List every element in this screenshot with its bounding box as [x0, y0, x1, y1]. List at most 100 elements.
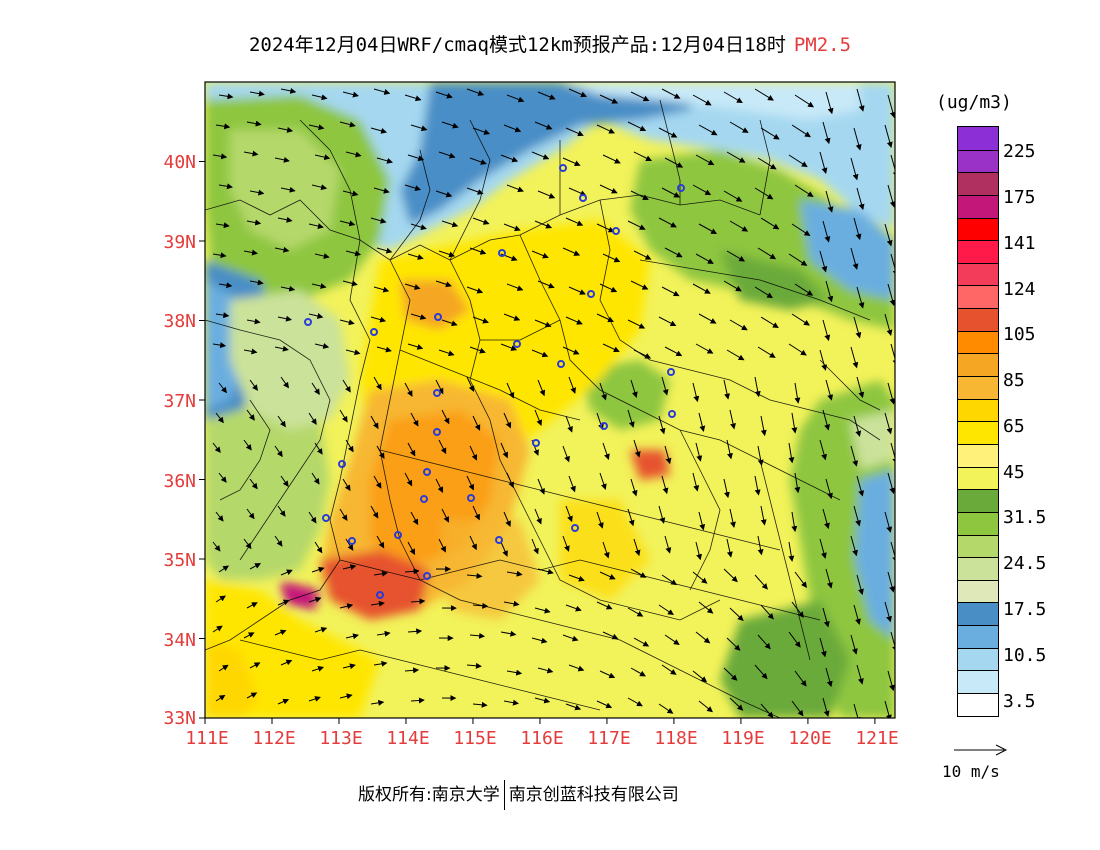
colorbar-label: 141	[1003, 233, 1036, 254]
wind-arrow	[243, 348, 258, 355]
lon-label: 115E	[453, 728, 497, 749]
wind-arrow	[887, 184, 895, 208]
wind-arrow	[562, 634, 579, 642]
wind-arrow	[856, 88, 865, 112]
wind-arrow	[698, 223, 718, 234]
colorbar-swatch	[958, 194, 998, 218]
wind-arrow	[376, 157, 393, 164]
city-marker	[600, 422, 608, 430]
wind-arrow	[404, 472, 413, 487]
wind-arrow	[757, 346, 776, 358]
wind-arrow	[856, 286, 865, 309]
wind-arrow	[729, 220, 749, 232]
wind-arrow	[311, 566, 325, 573]
wind-arrow	[277, 126, 294, 133]
wind-arrow	[729, 697, 744, 711]
wind-arrow	[345, 633, 359, 640]
wind-arrow	[695, 541, 703, 561]
wind-arrow	[212, 153, 228, 160]
wind-arrow	[692, 670, 708, 683]
wind-arrow	[342, 478, 351, 492]
wind-arrow	[788, 442, 795, 464]
wind-arrow	[819, 637, 827, 658]
city-marker	[571, 524, 579, 532]
wind-vectors	[212, 87, 895, 718]
wind-arrow	[633, 151, 652, 161]
wind-arrow	[376, 535, 385, 549]
wind-arrow	[308, 596, 322, 603]
wind-arrow	[658, 127, 678, 138]
wind-arrow	[218, 93, 234, 100]
wind-arrow	[884, 223, 893, 247]
wind-arrow	[345, 250, 362, 257]
wind-arrow	[698, 511, 706, 531]
wind-arrow	[726, 637, 741, 651]
lat-label: 35N	[163, 550, 196, 571]
colorbar-swatch	[958, 262, 998, 286]
lat-label: 34N	[163, 630, 196, 651]
wind-arrow	[565, 703, 582, 711]
wind-arrow	[466, 88, 485, 96]
wind-arrow	[243, 439, 252, 451]
wind-arrow	[537, 478, 545, 495]
wind-arrow	[822, 121, 831, 145]
colorbar-swatch	[958, 330, 998, 354]
wind-arrow	[658, 604, 674, 616]
colorbar-label: 45	[1003, 462, 1025, 483]
wind-arrow	[825, 91, 834, 115]
wind-arrow	[695, 154, 715, 166]
wind-arrow	[531, 637, 548, 644]
wind-arrow	[534, 319, 552, 328]
wind-arrow	[215, 222, 230, 229]
wind-arrow	[819, 538, 827, 559]
wind-arrow	[472, 127, 491, 135]
wind-arrow	[506, 382, 515, 399]
wind-arrow	[819, 250, 828, 273]
wind-arrow	[466, 572, 483, 579]
wind-arrow	[342, 91, 359, 98]
wind-arrow	[794, 670, 807, 687]
colorbar-label: 175	[1003, 187, 1036, 208]
city-marker	[495, 536, 503, 544]
wind-arrow	[884, 124, 893, 148]
colorbar-swatch	[958, 285, 998, 309]
wind-arrow	[760, 316, 779, 329]
city-marker	[420, 495, 428, 503]
wind-arrow	[339, 508, 348, 522]
wind-arrow	[726, 250, 746, 262]
wind-arrow	[568, 574, 585, 582]
wind-arrow	[215, 694, 226, 702]
city-markers	[304, 164, 685, 599]
wind-arrow	[370, 217, 387, 224]
wind-arrow	[658, 316, 677, 327]
wind-arrow	[404, 667, 420, 674]
wind-arrow	[373, 376, 382, 391]
colorbar-label: 3.5	[1003, 691, 1036, 712]
wind-arrow	[819, 349, 828, 371]
wind-arrow	[469, 157, 487, 165]
wind-arrow	[506, 669, 523, 676]
wind-arrow	[274, 246, 290, 253]
wind-arrow	[407, 628, 423, 635]
wind-arrow	[212, 252, 227, 259]
wind-arrow	[627, 508, 635, 527]
wind-arrow	[506, 94, 525, 103]
wind-arrow	[311, 666, 325, 672]
wind-arrow	[853, 703, 861, 718]
city-marker	[348, 537, 356, 545]
wind-arrow	[692, 472, 700, 492]
wind-arrow	[698, 124, 718, 136]
city-marker	[423, 572, 431, 580]
wind-arrow	[884, 511, 893, 533]
wind-arrow	[565, 217, 584, 226]
colorbar-swatch	[958, 172, 998, 195]
wind-arrow	[441, 220, 459, 228]
wind-arrow	[503, 223, 521, 232]
wind-arrow	[627, 121, 647, 131]
wind-arrow	[469, 247, 487, 255]
colorbar-swatch	[958, 466, 998, 490]
wind-arrow	[565, 316, 583, 325]
city-marker	[434, 313, 442, 321]
wind-arrow	[370, 505, 379, 519]
wind-arrow	[410, 511, 419, 526]
